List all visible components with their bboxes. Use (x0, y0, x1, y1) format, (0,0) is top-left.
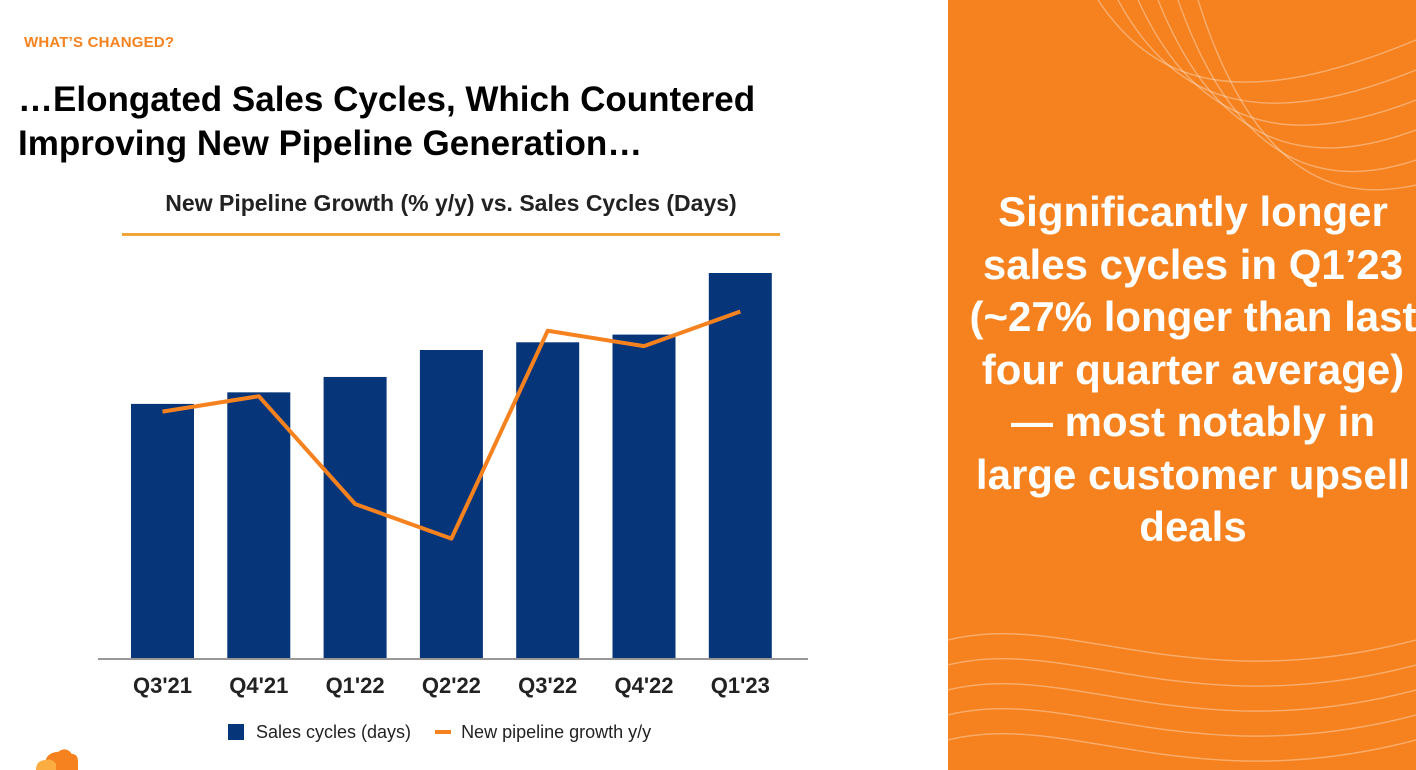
legend-swatch-bar (228, 724, 244, 740)
x-tick-label: Q1'23 (711, 673, 770, 698)
bar-Q2'22 (419, 350, 483, 658)
bar-Q1'22 (323, 376, 387, 658)
chart-title: New Pipeline Growth (% y/y) vs. Sales Cy… (165, 190, 737, 216)
legend-swatch-line (435, 730, 452, 734)
x-tick-label: Q3'22 (518, 673, 577, 698)
x-tick-label: Q3'21 (133, 673, 192, 698)
eyebrow-label: WHAT’S CHANGED? (24, 34, 175, 51)
combo-chart: Q3'21 Q4'21 Q1'22 Q2'22 Q3'22 Q4'22 Q1'23 (98, 273, 808, 698)
cloudflare-logo-icon (36, 749, 78, 770)
pipeline-growth-line (162, 309, 741, 541)
x-tick-labels: Q3'21 Q4'21 Q1'22 Q2'22 Q3'22 Q4'22 Q1'23 (133, 673, 770, 698)
page-title: …Elongated Sales Cycles, Which Countered… (18, 78, 838, 166)
chart-legend: Sales cycles (days) New pipeline growth … (228, 720, 675, 744)
bar-Q4'22 (612, 334, 676, 658)
x-tick-label: Q4'22 (614, 673, 673, 698)
legend-item-pipeline-growth: New pipeline growth y/y (435, 722, 651, 743)
x-tick-label: Q1'22 (326, 673, 385, 698)
chart-title-underline (122, 233, 780, 236)
bar-series (131, 273, 772, 658)
callout-text: Significantly longer sales cycles in Q1’… (969, 188, 1416, 550)
bar-Q4'21 (227, 392, 291, 658)
legend-label-pipeline-growth: New pipeline growth y/y (461, 721, 652, 742)
x-tick-label: Q2'22 (422, 673, 481, 698)
page-title-line-1: …Elongated Sales Cycles, Which Countered (18, 80, 756, 119)
bar-Q3'21 (131, 403, 194, 658)
callout-panel: Significantly longer sales cycles in Q1’… (948, 0, 1416, 770)
bar-Q1'23 (708, 273, 772, 658)
bar-Q3'22 (516, 342, 580, 658)
legend-item-sales-cycles: Sales cycles (days) (228, 722, 411, 743)
x-tick-label: Q4'21 (229, 673, 288, 698)
page-title-line-2: Improving New Pipeline Generation… (18, 124, 643, 163)
wave-pattern-decoration (948, 0, 1416, 762)
legend-label-sales-cycles: Sales cycles (days) (256, 721, 412, 742)
